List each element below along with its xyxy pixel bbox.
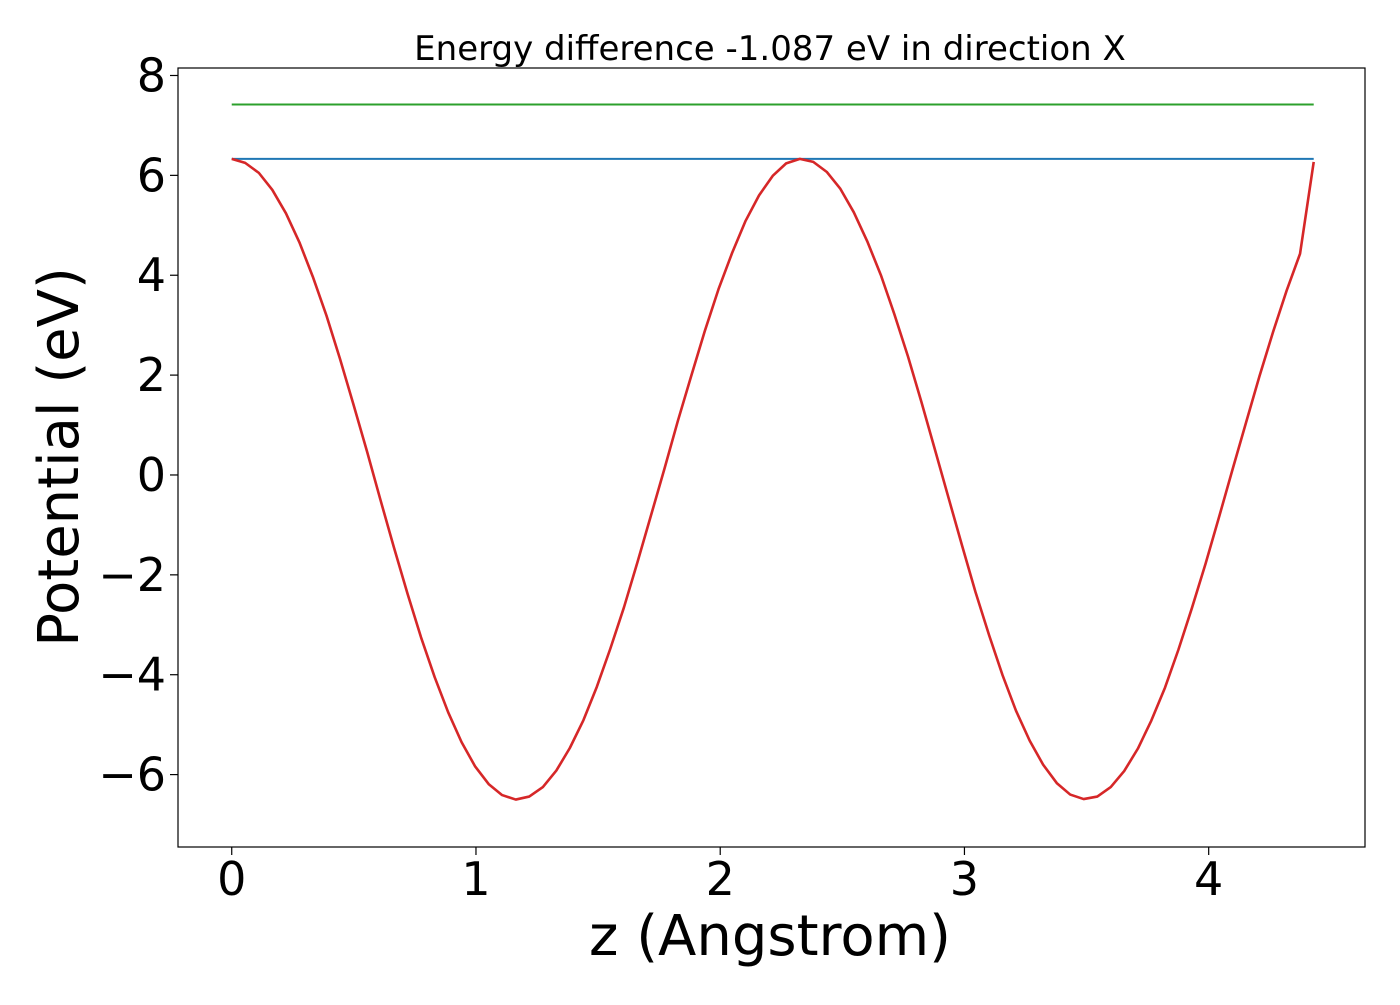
plot-frame xyxy=(177,67,1366,848)
y-tick-label: −2 xyxy=(98,548,166,602)
x-tick-label: 1 xyxy=(461,852,490,906)
y-tick-label: −6 xyxy=(98,748,166,802)
plot-area xyxy=(231,103,1315,801)
x-tick-label: 2 xyxy=(706,852,735,906)
x-tick-label: 3 xyxy=(950,852,979,906)
series-line-3 xyxy=(231,157,1315,801)
y-tick-label: 8 xyxy=(137,48,166,102)
y-tick-label: 0 xyxy=(137,448,166,502)
y-axis-label: Potential (eV) xyxy=(27,267,92,647)
x-tick-label: 4 xyxy=(1194,852,1223,906)
y-tick-label: 4 xyxy=(137,248,166,302)
chart-title: Energy difference -1.087 eV in direction… xyxy=(414,29,1126,69)
y-tick-label: −4 xyxy=(98,648,166,702)
x-axis: 0 1 2 3 4 xyxy=(217,847,1223,906)
x-tick-label: 0 xyxy=(217,852,246,906)
y-axis: −6 −4 −2 0 2 4 6 8 xyxy=(98,48,178,802)
y-tick-label: 6 xyxy=(137,148,166,202)
y-tick-label: 2 xyxy=(137,348,166,402)
x-axis-label: z (Angstrom) xyxy=(589,904,951,969)
